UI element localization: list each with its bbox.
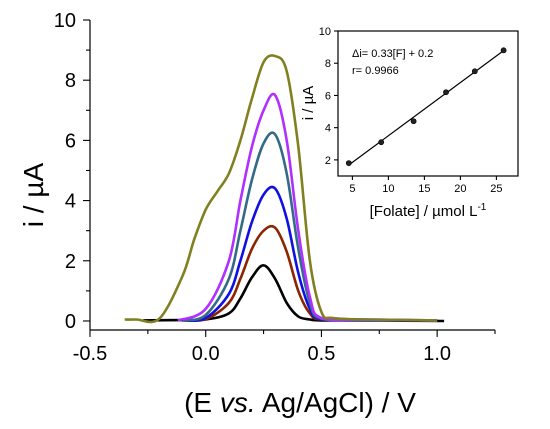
inset-data-point [500,47,507,54]
inset-data-point [471,68,478,75]
inset-x-axis-label: [Folate] / µmol L-1 [370,202,487,220]
inset-marks [345,47,507,167]
main-y-tick-label: 6 [65,130,76,152]
inset-ticks: 5 10 15 20 25 2 4 6 8 10 [319,26,503,195]
inset-fit-line [348,50,504,166]
inset-data-point [378,139,385,146]
inset-x-tick-label: 15 [418,183,430,195]
inset-y-axis-label: i / µA [300,86,317,120]
main-x-tick-label: 1.0 [423,343,451,365]
main-y-tick-label: 8 [65,70,76,92]
inset-frame [337,30,519,177]
inset-data-point [443,89,449,96]
main-y-tick-label: 4 [65,191,76,213]
inset-y-tick-label: 4 [325,123,331,135]
main-y-tick-label: 10 [54,10,76,32]
inset-fit-equation: Δi= 0.33[F] + 0.2 [352,48,433,60]
main-x-axis-label: (E vs. Ag/AgCl) / V [184,387,416,418]
inset-x-tick-label: 20 [454,183,466,195]
inset-y-tick-label: 6 [325,90,331,102]
inset-y-tick-label: 10 [319,26,331,38]
voltammogram-curve-5 [177,92,438,322]
inset-y-tick-label: 2 [325,155,331,167]
inset-plot: 5 10 15 20 25 2 4 6 8 10 Δi= 0.33[F] + 0.2 r= 0.9… [300,26,519,220]
main-x-tick-label: 0.0 [192,343,220,365]
main-x-tick-label: -0.5 [73,343,107,365]
main-curves [124,54,445,324]
main-y-tick-label: 0 [65,311,76,333]
voltammogram-curve-6 [124,54,438,324]
main-plot: -0.5 0.0 0.5 1.0 0 2 4 6 8 10 i / µA (E vs. Ag/Ag… [18,10,496,418]
inset-data-point [345,160,352,167]
inset-x-tick-label: 10 [382,183,394,195]
inset-x-tick-label: 5 [349,183,355,195]
inset-x-tick-label: 25 [490,183,502,195]
main-x-tick-label: 0.5 [308,343,336,365]
inset-y-tick-label: 8 [325,58,331,70]
main-ticks: -0.5 0.0 0.5 1.0 0 2 4 6 8 10 [54,10,496,365]
main-y-axis-label: i / µA [18,162,49,227]
inset-data-point [410,118,417,125]
main-y-tick-label: 2 [65,251,76,273]
inset-correlation: r= 0.9966 [352,65,399,77]
